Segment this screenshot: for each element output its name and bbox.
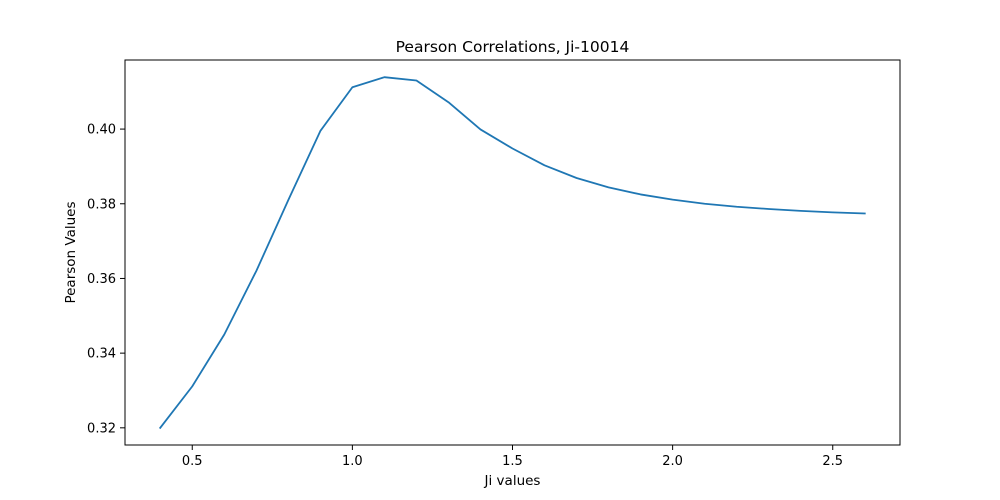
y-axis-ticks: 0.32 0.34 0.36 0.38 0.40 (87, 123, 125, 436)
x-axis-ticks: 0.5 1.0 1.5 2.0 2.5 (182, 445, 843, 469)
x-tick-label: 2.0 (662, 454, 683, 469)
y-tick-label: 0.40 (87, 123, 116, 138)
plot-frame (124, 59, 901, 446)
x-tick-label: 1.5 (502, 454, 523, 469)
y-tick-label: 0.36 (87, 272, 116, 287)
y-tick-label: 0.38 (87, 197, 116, 212)
series-line-0 (158, 76, 866, 430)
x-tick-label: 0.5 (182, 454, 203, 469)
x-tick-label: 1.0 (342, 454, 363, 469)
plot-background (125, 60, 900, 445)
chart-title: Pearson Correlations, Ji-10014 (396, 38, 630, 56)
y-tick-label: 0.32 (87, 421, 116, 436)
x-tick-label: 2.5 (822, 454, 843, 469)
x-axis-label: Ji values (484, 473, 541, 489)
y-tick-label: 0.34 (87, 347, 116, 362)
series-layer (158, 76, 866, 430)
y-axis-label: Pearson Values (63, 201, 79, 303)
